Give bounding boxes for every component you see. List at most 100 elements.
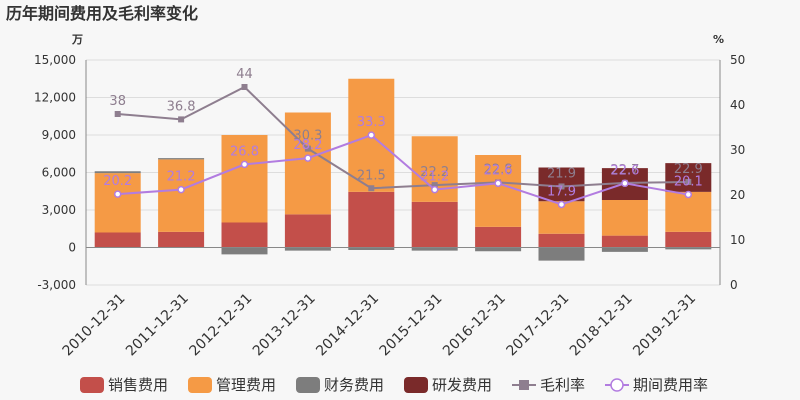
legend-label-period: 期间费用率: [633, 376, 708, 394]
bar-sales: [411, 201, 458, 248]
lines: [113, 84, 693, 209]
y-left-tick-label: 3,000: [42, 203, 76, 217]
y-right-tick-label: 0: [730, 278, 738, 292]
data-label-period: 20.2: [103, 174, 132, 189]
x-tick-label: 2016-12-31: [440, 291, 509, 360]
point-period: [304, 154, 312, 162]
data-label-period: 22.6: [484, 163, 513, 178]
x-tick-label: 2014-12-31: [313, 291, 382, 360]
data-label-period: 33.3: [357, 115, 386, 130]
legend: 销售费用 管理费用 财务费用 研发费用 毛利率 期间费用率: [80, 376, 708, 394]
data-label-gross: 38: [109, 94, 126, 109]
data-label-gross: 36.8: [167, 99, 196, 114]
bar-finance: [94, 171, 141, 174]
point-period: [557, 200, 566, 209]
y-left-tick-label: 9,000: [42, 128, 76, 142]
data-label-gross: 21.9: [547, 166, 576, 181]
bar-finance: [475, 247, 522, 252]
y-right-tick-label: 50: [730, 53, 745, 67]
data-label-gross: 30.3: [293, 129, 322, 144]
bar-sales: [94, 232, 141, 248]
point-gross: [558, 183, 565, 190]
point-period: [494, 179, 502, 188]
data-label-period: 28.2: [293, 138, 322, 153]
legend-marker-period: [610, 378, 624, 392]
y-left-tick-label: 12,000: [34, 91, 76, 105]
data-label-gross: 22.8: [484, 162, 513, 177]
bar-admin: [601, 200, 648, 236]
data-label-gross: 22.2: [420, 165, 449, 180]
legend-label-sales: 销售费用: [108, 376, 168, 394]
data-label-period: 21.2: [420, 170, 449, 185]
y-right-tick-label: 20: [730, 188, 745, 202]
data-label-gross: 21.5: [357, 168, 386, 183]
right-axis-unit: %: [713, 33, 724, 46]
y-left-tick-label: 0: [68, 241, 76, 255]
x-tick-label: 2019-12-31: [630, 291, 699, 360]
point-gross: [114, 111, 121, 117]
bar-admin: [475, 155, 522, 227]
point-gross: [304, 145, 311, 152]
bar-admin: [221, 135, 268, 223]
point-period: [240, 160, 249, 169]
line-gross: [117, 85, 689, 190]
data-label-period: 21.2: [167, 170, 196, 185]
point-gross: [685, 178, 692, 185]
y-right-tick-label: 30: [730, 143, 745, 157]
bar-admin: [158, 159, 205, 232]
left-axis-unit: 万: [71, 33, 83, 46]
bar-finance: [601, 247, 648, 252]
legend-swatch-admin: [188, 377, 212, 393]
bar-finance: [348, 247, 395, 250]
point-period: [367, 131, 376, 139]
data-label-gross: 22.7: [610, 163, 639, 178]
data-label-period: 26.8: [230, 144, 259, 159]
legend-swatch-finance: [296, 377, 320, 393]
bar-sales: [601, 235, 648, 248]
bar-sales: [538, 233, 585, 248]
y-right-tick-label: 40: [730, 98, 745, 112]
y-left-tick-label: 6,000: [42, 166, 76, 180]
data-label-gross: 44: [236, 67, 253, 82]
point-gross: [178, 116, 185, 123]
point-gross: [241, 84, 248, 90]
data-label-period: 20.1: [674, 175, 703, 190]
point-period: [621, 179, 629, 188]
x-tick-label: 2010-12-31: [60, 291, 129, 360]
x-tick-label: 2012-12-31: [186, 291, 255, 360]
bar-admin: [665, 191, 712, 232]
bar-sales: [348, 191, 395, 248]
legend-label-admin: 管理费用: [216, 376, 276, 394]
legend-swatch-rd: [404, 377, 428, 393]
point-period: [684, 190, 693, 199]
x-tick-label: 2017-12-31: [503, 291, 572, 360]
data-label-period: 22.6: [610, 163, 639, 178]
bar-finance: [221, 247, 268, 255]
bar-finance: [411, 247, 458, 251]
data-labels: 38 36.8 44 30.3 21.5 22.2 22.8 21.9 22.7 22.9 20.2…: [103, 67, 703, 199]
data-label-gross: 22.9: [674, 162, 703, 177]
legend-label-finance: 财务费用: [324, 376, 384, 394]
y-left-tick-label: 15,000: [34, 53, 76, 67]
bars: [94, 78, 712, 261]
line-period: [117, 134, 689, 206]
bar-admin: [94, 173, 141, 233]
bar-finance: [538, 247, 585, 261]
legend-marker-gross: [519, 380, 529, 390]
bar-admin: [284, 112, 331, 215]
y-right-tick-label: 10: [730, 233, 745, 247]
point-period: [430, 185, 439, 194]
chart-title: 历年期间费用及毛利率变化: [6, 4, 198, 23]
bar-finance: [158, 158, 205, 160]
bar-sales: [221, 222, 268, 248]
data-label-period: 17.9: [547, 184, 576, 199]
point-gross: [368, 185, 375, 192]
point-period: [177, 185, 185, 194]
x-tick-label: 2015-12-31: [377, 291, 446, 360]
point-period: [113, 190, 122, 198]
x-tick-label: 2011-12-31: [123, 291, 192, 360]
point-gross: [431, 182, 438, 189]
legend-label-gross: 毛利率: [540, 376, 585, 394]
legend-swatch-sales: [80, 377, 104, 393]
